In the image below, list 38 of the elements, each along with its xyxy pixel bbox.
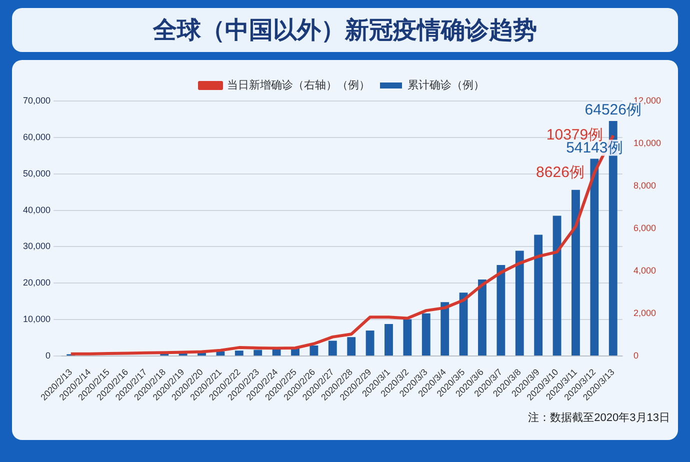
data-label: 64526例 <box>584 102 642 119</box>
y-tick-label: 10,000 <box>22 314 51 324</box>
y-tick-label: 50,000 <box>22 168 51 178</box>
y-tick-label: 0 <box>46 350 51 361</box>
legend-label: 累计确诊（例） <box>408 78 484 92</box>
bar <box>384 324 393 356</box>
y2-tick-label: 2,000 <box>633 308 656 318</box>
legend-label: 当日新增确诊（右轴）（例） <box>227 78 370 92</box>
bar <box>403 319 412 356</box>
bar <box>422 313 430 356</box>
y2-tick-label: 4,000 <box>633 266 656 276</box>
y-tick-label: 20,000 <box>22 278 51 288</box>
bar <box>534 234 543 356</box>
y2-tick-label: 0 <box>633 350 638 361</box>
y2-tick-label: 6,000 <box>633 223 656 234</box>
text: 注：数据截至2020年3月13日 <box>527 410 670 425</box>
bar <box>328 340 337 356</box>
y2-tick-label: 8,000 <box>633 180 656 190</box>
bar <box>515 250 524 356</box>
y-tick-label: 70,000 <box>22 95 51 106</box>
bar <box>590 158 599 356</box>
y2-tick-label: 10,000 <box>633 138 662 148</box>
bar <box>572 190 580 356</box>
bar <box>347 337 356 356</box>
bar <box>459 292 468 356</box>
y-tick-label: 40,000 <box>22 204 51 215</box>
bar <box>234 350 244 356</box>
bar <box>440 302 450 356</box>
bar <box>310 345 318 356</box>
y-tick-label: 30,000 <box>22 241 51 252</box>
bar <box>552 216 562 356</box>
data-label: 8626例 <box>536 164 584 181</box>
bar <box>496 264 506 356</box>
bar <box>478 280 486 356</box>
bar <box>254 350 262 356</box>
bar <box>366 330 374 356</box>
chart-title: 全球（中国以外）新冠疫情确诊趋势 <box>12 8 678 52</box>
y-tick-label: 60,000 <box>22 132 51 142</box>
